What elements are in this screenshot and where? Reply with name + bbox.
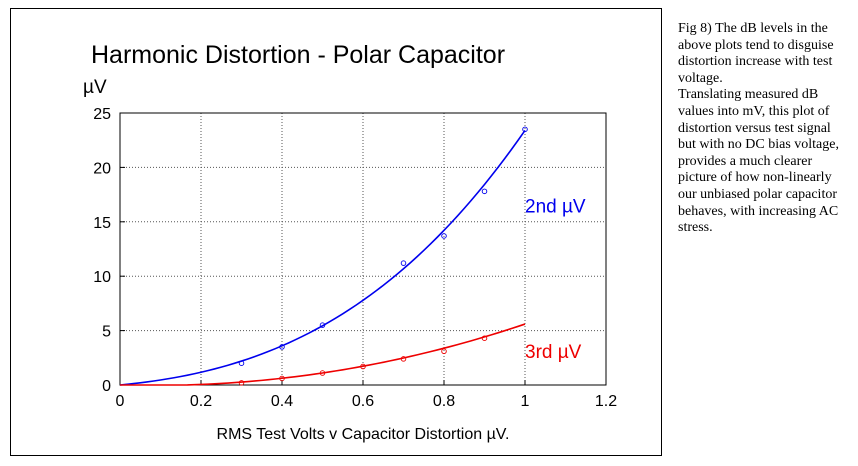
figure-caption: Fig 8) The dB levels in the above plots … (678, 21, 850, 237)
series-label: 2nd µV (525, 196, 586, 217)
data-point (400, 260, 407, 266)
series-fit-line (119, 129, 526, 386)
x-tick-label: 1.2 (595, 393, 617, 410)
data-point (522, 126, 528, 133)
data-point (441, 233, 447, 239)
data-point (441, 348, 447, 355)
data-point (319, 322, 326, 328)
data-point (481, 335, 488, 341)
y-axis-unit-label: µV (83, 77, 107, 98)
chart-svg: Harmonic Distortion - Polar Capacitor µV… (83, 41, 617, 443)
chart-panel: Harmonic Distortion - Polar Capacitor µV… (10, 8, 662, 456)
data-point (238, 360, 245, 366)
caption-paragraph-1: Fig 8) The dB levels in the above plots … (678, 21, 834, 86)
chart-title: Harmonic Distortion - Polar Capacitor (91, 41, 505, 69)
x-tick-label: 0.4 (271, 393, 293, 410)
data-point (279, 344, 285, 350)
x-tick-label: 0.8 (433, 393, 455, 410)
data-point (360, 363, 366, 370)
x-tick-label: 1 (521, 393, 530, 410)
series-label: 3rd µV (525, 342, 582, 363)
y-tick-label: 15 (93, 215, 111, 232)
series-fit-line (120, 323, 526, 386)
series-layer: 2nd µV 3rd µV (119, 126, 586, 386)
x-tick-label: 0 (116, 393, 125, 410)
x-tick-label: 0.2 (190, 393, 212, 410)
x-axis-label: RMS Test Volts v Capacitor Distortion µV… (217, 426, 510, 443)
y-tick-label: 5 (102, 324, 111, 341)
axis-ticks: 0 0.2 0.4 0.6 0.8 1 1.2 0 5 10 15 20 25 (93, 106, 617, 410)
y-tick-label: 25 (93, 106, 111, 123)
data-point (400, 356, 407, 362)
x-tick-label: 0.6 (352, 393, 374, 410)
data-point (481, 188, 488, 195)
data-point (279, 375, 285, 382)
caption-paragraph-2: Translating measured dB values into mV, … (678, 87, 839, 236)
data-point (238, 380, 245, 386)
y-tick-label: 10 (93, 269, 111, 286)
y-tick-label: 0 (102, 378, 111, 395)
grid-lines (120, 113, 606, 385)
data-point (319, 370, 326, 376)
y-tick-label: 20 (93, 160, 111, 177)
